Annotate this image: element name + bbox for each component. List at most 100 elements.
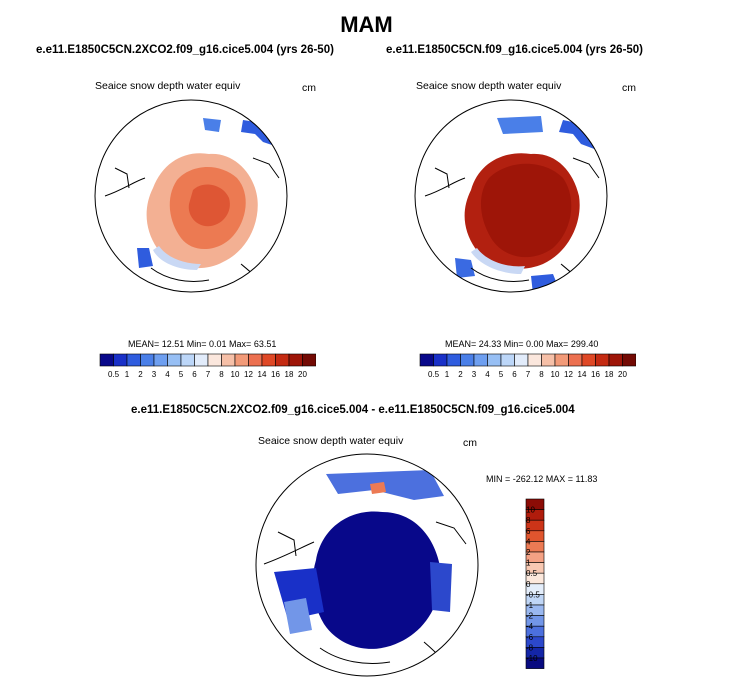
panel1-thickest-snow: [188, 184, 230, 227]
panel1-colorbar: 0.5 1 2 3 4 5 6 7 8 10 12 14 16 18 20: [99, 353, 316, 379]
panel2-colorbar-box: [527, 353, 542, 367]
panel2-colorbar-box: [541, 353, 556, 367]
panel1-blue-patch-n: [203, 118, 221, 132]
panel2-colorbar-tick-label: 2: [458, 370, 463, 379]
diff-colorbar-tick-label: -4: [526, 622, 534, 631]
panel2-colorbar-tick-label: 16: [591, 370, 600, 379]
panel1-colorbar-tick-label: 5: [179, 370, 184, 379]
diff-colorbar-tick-label: -2: [526, 612, 534, 621]
panel1-colorbar-tick-label: 14: [258, 370, 267, 379]
panel1-colorbar-tick-label: 3: [152, 370, 157, 379]
diff-colorbar-tick-label: 0: [526, 580, 531, 589]
diff-positive-patch: [370, 482, 386, 494]
panel1-colorbar-box: [288, 353, 303, 367]
panel1-map-boundary: [94, 99, 288, 293]
diff-ne-patch: [326, 470, 444, 500]
panel2-colorbar-box: [581, 353, 596, 367]
panel2-colorbar-tick-label: 1: [445, 370, 450, 379]
diff-east-patch: [430, 562, 452, 612]
panel1-units-label: cm: [302, 82, 316, 94]
diff-colorbar-tick-label: -1: [526, 601, 534, 610]
panel1-blue-patch-w: [137, 248, 153, 268]
diff-colorbar-tick-label: 2: [526, 548, 531, 557]
panel1-case-title: e.e11.E1850C5CN.2XCO2.f09_g16.cice5.004 …: [36, 44, 334, 56]
panel2-colorbar-box: [500, 353, 515, 367]
panel1-colorbar-box: [248, 353, 263, 367]
panel2-low-snow-edge: [471, 248, 525, 274]
panel2-colorbar-tick-label: 20: [618, 370, 627, 379]
diff-minmax: MIN = -262.12 MAX = 11.83: [486, 474, 598, 484]
panel2-colorbar-tick-label: 14: [578, 370, 587, 379]
panel2-map-boundary: [414, 99, 608, 293]
panel1-colorbar-tick-label: 1: [125, 370, 130, 379]
diff-units-label: cm: [463, 437, 477, 449]
diff-colorbar-tick-label: -10: [526, 654, 538, 663]
diff-colorbar-tick-label: -6: [526, 633, 534, 642]
panel2-colorbar-tick-label: 6: [512, 370, 517, 379]
panel1-colorbar-box: [261, 353, 276, 367]
panel1-variable-label: Seaice snow depth water equiv: [95, 80, 241, 92]
panel2-colorbar-tick-label: 18: [605, 370, 614, 379]
panel1-colorbar-box: [275, 353, 290, 367]
panel1-colorbar-tick-label: 8: [219, 370, 224, 379]
panel1-colorbar-box: [302, 353, 316, 367]
panel2-colorbar-tick-label: 10: [551, 370, 560, 379]
panel1-colorbar-tick-label: 6: [192, 370, 197, 379]
panel1-colorbar-tick-label: 10: [231, 370, 240, 379]
panel2-colorbar-box: [554, 353, 569, 367]
panel1-colorbar-tick-label: 18: [285, 370, 294, 379]
panel2-colorbar-tick-label: 0.5: [428, 370, 440, 379]
panel1-colorbar-box: [140, 353, 155, 367]
panel2-colorbar-box: [487, 353, 502, 367]
panel1-colorbar-box: [234, 353, 249, 367]
diff-colorbar-tick-label: 8: [526, 516, 531, 525]
panel2-colorbar-box: [514, 353, 529, 367]
diff-variable-label: Seaice snow depth water equiv: [258, 435, 404, 447]
panel2-colorbar-tick-label: 5: [499, 370, 504, 379]
panel2-colorbar-tick-label: 8: [539, 370, 544, 379]
panel1-colorbar-tick-label: 0.5: [108, 370, 120, 379]
panel1-colorbar-box: [194, 353, 209, 367]
panel2-colorbar-tick-label: 12: [564, 370, 573, 379]
panel1-colorbar-box: [207, 353, 222, 367]
panel2-colorbar-tick-label: 7: [526, 370, 531, 379]
panel1-colorbar-box: [221, 353, 236, 367]
figure-title: MAM: [340, 12, 393, 37]
panel2-colorbar-tick-label: 3: [472, 370, 477, 379]
panel1-colorbar-box: [167, 353, 182, 367]
diff-ice-region: [312, 511, 441, 649]
panel2-variable-label: Seaice snow depth water equiv: [416, 80, 562, 92]
panel2-colorbar-tick-label: 4: [485, 370, 490, 379]
panel1-colorbar-box: [99, 353, 114, 367]
panel1-colorbar-box: [180, 353, 195, 367]
panel1-colorbar-tick-label: 16: [271, 370, 280, 379]
panel2-stats: MEAN= 24.33 Min= 0.00 Max= 299.40: [445, 339, 599, 349]
panel1-low-snow-edge: [153, 246, 201, 270]
panel2-units-label: cm: [622, 82, 636, 94]
panel2-colorbar-box: [419, 353, 434, 367]
diff-colorbar-tick-label: -0.5: [526, 590, 540, 599]
panel2-colorbar-box: [622, 353, 636, 367]
panel1-stats: MEAN= 12.51 Min= 0.01 Max= 63.51: [128, 339, 277, 349]
panel1-colorbar-tick-label: 12: [244, 370, 253, 379]
panel2-colorbar: 0.5 1 2 3 4 5 6 7 8 10 12 14 16 18 20: [419, 353, 636, 379]
panel2-ice-core: [480, 163, 572, 258]
diff-title: e.e11.E1850C5CN.2XCO2.f09_g16.cice5.004 …: [131, 404, 575, 416]
panel2-colorbar-box: [446, 353, 461, 367]
diff-colorbar-tick-label: 4: [526, 537, 531, 546]
panel1-colorbar-tick-label: 7: [206, 370, 211, 379]
diff-colorbar-tick-label: -8: [526, 643, 534, 652]
panel2-colorbar-box: [473, 353, 488, 367]
diff-colorbar-tick-label: 1: [526, 559, 531, 568]
diff-colorbar-tick-label: 0.5: [526, 569, 538, 578]
diff-polar-map: [255, 453, 479, 677]
diff-colorbar-tick-label: 6: [526, 527, 531, 536]
panel2-case-title: e.e11.E1850C5CN.f09_g16.cice5.004 (yrs 2…: [386, 44, 644, 56]
panel2-colorbar-box: [608, 353, 623, 367]
panel1-colorbar-box: [153, 353, 168, 367]
panel2-polar-map: [414, 99, 608, 293]
panel2-colorbar-box: [595, 353, 610, 367]
panel2-colorbar-box: [433, 353, 448, 367]
panel1-colorbar-box: [113, 353, 128, 367]
diff-weak-negative: [284, 598, 312, 634]
